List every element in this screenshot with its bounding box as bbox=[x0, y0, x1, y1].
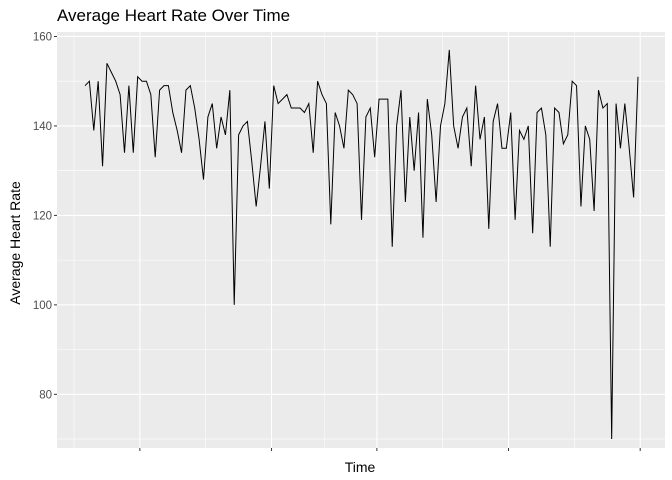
minor-y-gridlines bbox=[57, 80, 665, 440]
chart-title: Average Heart Rate Over Time bbox=[57, 6, 291, 25]
y-axis-title: Average Heart Rate bbox=[7, 181, 23, 305]
x-axis-title: Time bbox=[345, 459, 376, 475]
plot-panel bbox=[57, 32, 665, 448]
y-tick-label: 100 bbox=[33, 300, 52, 312]
major-x-gridlines bbox=[139, 32, 641, 448]
heart-rate-line bbox=[84, 49, 639, 440]
y-tick-label: 80 bbox=[39, 389, 52, 401]
y-axis: 80 100 120 140 160 bbox=[33, 31, 57, 401]
y-tick-label: 140 bbox=[33, 121, 52, 133]
x-axis bbox=[139, 448, 641, 451]
minor-x-gridlines bbox=[73, 32, 575, 448]
y-tick-label: 120 bbox=[33, 210, 52, 222]
major-y-gridlines bbox=[57, 35, 665, 395]
y-tick-label: 160 bbox=[33, 31, 52, 43]
